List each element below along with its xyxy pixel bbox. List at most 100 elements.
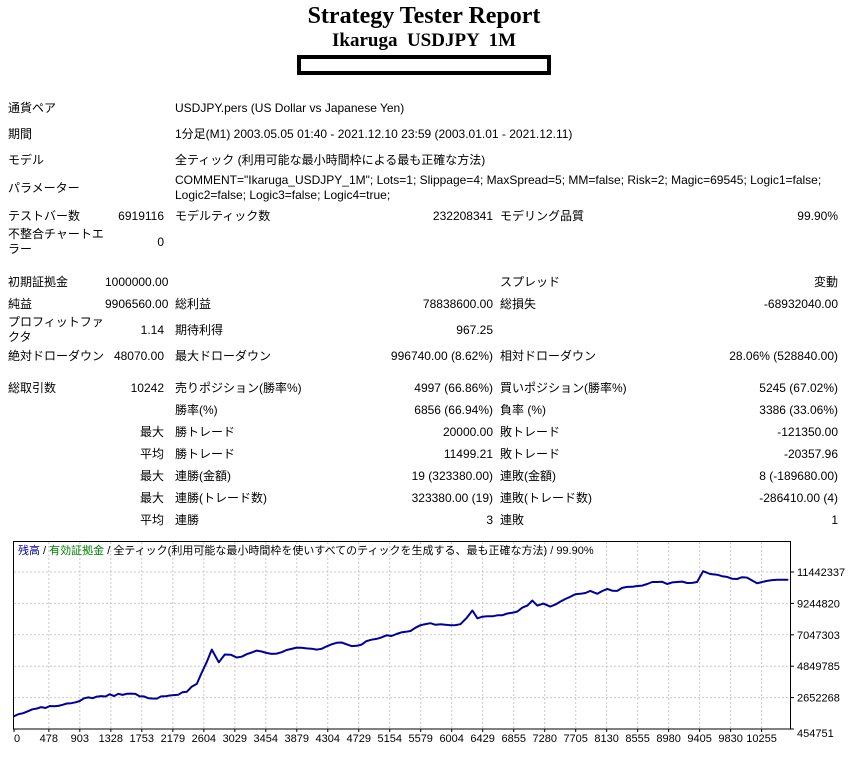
info-value: USDJPY.pers (US Dollar vs Japanese Yen) bbox=[175, 100, 405, 115]
page-title: Strategy Tester Report bbox=[307, 3, 541, 29]
stat-label: 負率 (%) bbox=[500, 402, 546, 417]
info-row: 期間 1分足(M1) 2003.05.05 01:40 - 2021.12.10 … bbox=[0, 121, 848, 147]
x-axis-label: 5579 bbox=[408, 733, 432, 745]
chart-legend: 残高 / 有効証拠金 / 全ティック(利用可能な最小時間枠を使いすべてのティック… bbox=[18, 543, 594, 557]
stat-value: 4997 (66.86%) bbox=[414, 380, 493, 395]
stat-label: 総損失 bbox=[500, 296, 537, 311]
stat-row: 初期証拠金 1000000.00 スプレッド 変動 bbox=[0, 271, 848, 293]
stat-row: 絶対ドローダウン 48070.00 最大ドローダウン 996740.00 (8.62%… bbox=[0, 345, 848, 367]
x-axis-label: 7280 bbox=[532, 733, 556, 745]
x-axis-label: 6429 bbox=[470, 733, 494, 745]
stat-row: テストバー数 6919116 モデルティック数 232208341 モデリング品質 99.… bbox=[0, 205, 848, 227]
legend-model: 全ティック(利用可能な最小時間枠を使いすべてのティックを生成する、最も正確な方法… bbox=[113, 543, 547, 557]
y-axis-label: 9244820 bbox=[797, 598, 840, 610]
stat-value: 最大 bbox=[139, 490, 164, 505]
stat-value: -121350.00 bbox=[777, 424, 838, 439]
stat-value: 232208341 bbox=[432, 208, 493, 223]
stat-value: 996740.00 (8.62%) bbox=[390, 348, 493, 363]
x-axis-label: 1753 bbox=[130, 733, 154, 745]
stat-value: 967.25 bbox=[456, 322, 493, 337]
stat-label: 連敗(トレード数) bbox=[500, 490, 592, 505]
strategy-name: Ikaruga USDJPY 1M bbox=[331, 30, 517, 51]
stat-value: 20000.00 bbox=[442, 424, 493, 439]
info-value: COMMENT="Ikaruga_USDJPY_1M"; Lots=1; Sli… bbox=[175, 173, 822, 202]
x-axis-label: 3879 bbox=[285, 733, 309, 745]
x-axis-label: 903 bbox=[71, 733, 89, 745]
x-axis-label: 8130 bbox=[594, 733, 618, 745]
balance-chart: 0 478 903 1328 1753 2179 2604 3029 3454 3879 4304 4… bbox=[0, 539, 848, 754]
stat-value: 0 bbox=[157, 234, 164, 249]
stat-value: 1.14 bbox=[140, 322, 164, 337]
legend-separator: / bbox=[104, 545, 113, 557]
x-axis-label: 478 bbox=[40, 733, 58, 745]
stat-label: 初期証拠金 bbox=[8, 274, 69, 289]
x-axis-label: 4729 bbox=[347, 733, 371, 745]
stat-value: -20357.96 bbox=[783, 446, 838, 461]
x-axis-label: 3454 bbox=[254, 733, 278, 745]
stat-value: 6919116 bbox=[118, 208, 164, 223]
report-header: Strategy Tester Report Ikaruga USDJPY 1M bbox=[0, 0, 848, 75]
info-label: モデル bbox=[8, 152, 45, 167]
legend-quality: 99.90% bbox=[556, 545, 594, 557]
y-axis-label: 4849785 bbox=[797, 661, 840, 673]
stat-value: 5245 (67.02%) bbox=[759, 380, 838, 395]
stat-label: 総利益 bbox=[175, 296, 212, 311]
stat-value: 48070.00 bbox=[113, 348, 164, 363]
stat-value: -68932040.00 bbox=[763, 296, 838, 311]
x-axis-label: 10255 bbox=[746, 733, 777, 745]
balance-chart-svg: 0 478 903 1328 1753 2179 2604 3029 3454 3879 4304 4… bbox=[13, 541, 845, 745]
x-axis-label: 6855 bbox=[501, 733, 525, 745]
stat-value: 平均 bbox=[139, 512, 164, 527]
x-axis-label: 2179 bbox=[161, 733, 185, 745]
summary-table: 通貨ペア USDJPY.pers (US Dollar vs Japanese Y… bbox=[0, 95, 848, 531]
info-row: 通貨ペア USDJPY.pers (US Dollar vs Japanese Y… bbox=[0, 95, 848, 121]
stat-row: 平均 連勝 3 連敗 1 bbox=[0, 509, 848, 531]
stat-value: 3386 (33.06%) bbox=[759, 402, 838, 417]
stat-value: 28.06% (528840.00) bbox=[729, 348, 838, 363]
stat-label: プロフィットファクタ bbox=[8, 315, 104, 344]
info-row: パラメーター COMMENT="Ikaruga_USDJPY_1M"; Lots=… bbox=[0, 173, 848, 203]
stat-label: テストバー数 bbox=[8, 208, 81, 223]
stat-label: 売りポジション(勝率%) bbox=[175, 380, 302, 395]
stat-label: 連勝(金額) bbox=[175, 468, 231, 483]
stat-value: 19 (323380.00) bbox=[411, 468, 493, 483]
stat-value: 最大 bbox=[139, 424, 164, 439]
info-value: 1分足(M1) 2003.05.05 01:40 - 2021.12.10 23… bbox=[175, 126, 573, 141]
stat-label: 絶対ドローダウン bbox=[8, 348, 105, 363]
stat-row: 総取引数 10242 売りポジション(勝率%) 4997 (66.86%) 買いポジショ… bbox=[0, 377, 848, 399]
stat-label: 最大ドローダウン bbox=[175, 348, 272, 363]
stat-row: 平均 勝トレード 11499.21 敗トレード -20357.96 bbox=[0, 443, 848, 465]
stat-row: プロフィットファクタ 1.14 期待利得 967.25 bbox=[0, 315, 848, 345]
stat-label: 敗トレード bbox=[500, 446, 561, 461]
stat-label: 連勝(トレード数) bbox=[175, 490, 267, 505]
stat-row: 最大 連勝(トレード数) 323380.00 (19) 連敗(トレード数) -28641… bbox=[0, 487, 848, 509]
stat-label: 連敗(金額) bbox=[500, 468, 556, 483]
info-label: パラメーター bbox=[8, 180, 80, 195]
stat-row: 最大 連勝(金額) 19 (323380.00) 連敗(金額) 8 (-189680.0… bbox=[0, 465, 848, 487]
info-label: 通貨ペア bbox=[8, 100, 57, 115]
stat-row: 勝率(%) 6856 (66.94%) 負率 (%) 3386 (33.06%) bbox=[0, 399, 848, 421]
x-axis-label: 9830 bbox=[718, 733, 742, 745]
stat-row: 不整合チャートエラー 0 bbox=[0, 227, 848, 257]
legend-balance: 残高 bbox=[18, 543, 40, 557]
empty-title-box bbox=[297, 55, 551, 75]
x-axis-label: 0 bbox=[14, 733, 20, 745]
stat-value: 1 bbox=[831, 512, 838, 527]
stat-label: 勝トレード bbox=[175, 446, 236, 461]
stat-label: モデルティック数 bbox=[175, 208, 271, 223]
stat-label: 不整合チャートエラー bbox=[8, 227, 104, 256]
stat-block: 総取引数 10242 売りポジション(勝率%) 4997 (66.86%) 買いポジショ… bbox=[0, 377, 848, 531]
stat-value: 平均 bbox=[139, 446, 164, 461]
stat-row: 最大 勝トレード 20000.00 敗トレード -121350.00 bbox=[0, 421, 848, 443]
stat-label: 勝トレード bbox=[175, 424, 236, 439]
stat-value: 6856 (66.94%) bbox=[414, 402, 493, 417]
stat-block: 初期証拠金 1000000.00 スプレッド 変動 純益 9906560.00 総利益 788… bbox=[0, 271, 848, 367]
legend-separator: / bbox=[40, 545, 49, 557]
stat-label: 総取引数 bbox=[8, 380, 57, 395]
stat-value: 9906560.00 bbox=[105, 296, 169, 311]
stat-label: 期待利得 bbox=[175, 322, 224, 337]
stat-label: モデリング品質 bbox=[500, 208, 585, 223]
info-label: 期間 bbox=[8, 126, 33, 141]
legend-equity: 有効証拠金 bbox=[49, 543, 104, 557]
